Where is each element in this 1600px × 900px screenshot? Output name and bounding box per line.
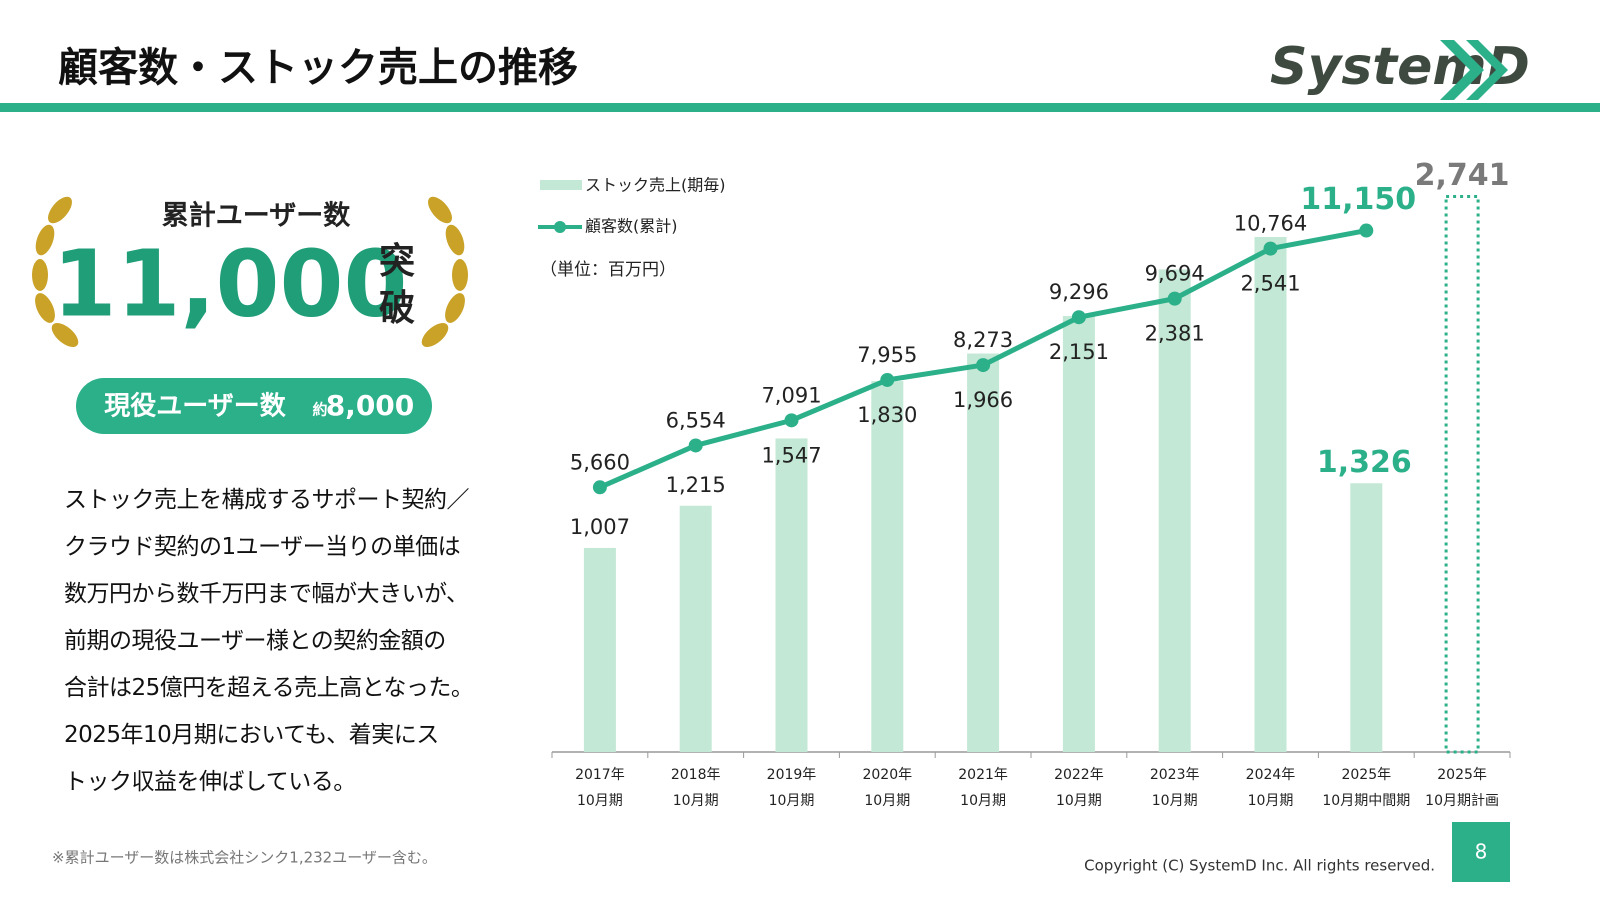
legend-swatch	[554, 221, 566, 233]
body-text: クラウド契約の1ユーザー当りの単価は	[64, 534, 461, 560]
x-tick-label: 2025年 10月期計画	[1425, 767, 1499, 809]
bar	[871, 381, 904, 752]
active-prefix: 約	[312, 401, 327, 419]
line-point	[1167, 291, 1182, 306]
line-label: 8,273	[953, 328, 1013, 352]
laurel	[32, 196, 468, 347]
bar-label: 1,215	[666, 473, 726, 497]
bar	[775, 438, 808, 752]
bar	[1062, 316, 1095, 752]
line-point	[1263, 241, 1278, 256]
bar	[679, 505, 712, 752]
active-number: 8,000	[326, 389, 415, 422]
bar	[1254, 237, 1287, 753]
body-text: トック収益を伸ばしている。	[64, 769, 356, 795]
bar-label: 2,151	[1049, 340, 1109, 364]
active-label: 現役ユーザー数	[104, 392, 286, 422]
bar	[967, 353, 1000, 752]
page-box	[1452, 822, 1510, 882]
header-rule	[0, 103, 1600, 112]
x-tick-label: 2018年 10月期	[670, 767, 721, 809]
legend-label: 顧客数(累計)	[585, 217, 678, 236]
bar-label: 1,007	[570, 515, 630, 539]
x-tick-label: 2022年 10月期	[1054, 767, 1104, 809]
unit-note: （単位：百万円）	[540, 260, 676, 280]
legend-swatch	[540, 180, 582, 190]
bar-label: 1,830	[857, 403, 917, 427]
bar-label: 1,547	[761, 443, 821, 467]
x-tick-label: 2021年 10月期	[958, 767, 1008, 809]
line-label: 11,150	[1300, 182, 1416, 217]
badge-number: 11,000	[52, 230, 407, 337]
bar	[1350, 483, 1383, 752]
logo-mark	[1440, 40, 1508, 100]
badge-suffix: 突	[379, 241, 415, 282]
body-text: ストック売上を構成するサポート契約／	[64, 487, 470, 513]
line-point	[880, 372, 895, 387]
badge-suffix: 破	[379, 288, 415, 329]
body-text: 前期の現役ユーザー様との契約金額の	[64, 628, 446, 654]
line-point	[976, 358, 991, 373]
x-tick-label: 2025年 10月期中間期	[1322, 767, 1411, 809]
body-text: 合計は25億円を超える売上高となった。	[64, 675, 474, 701]
body-text: 数万円から数千万円まで幅が大きいが、	[64, 581, 469, 607]
line-point	[592, 480, 607, 495]
bar-label: 2,541	[1240, 272, 1300, 296]
logo: SystemD	[1270, 37, 1530, 97]
x-tick-label: 2020年 10月期	[862, 767, 913, 809]
line-label: 7,091	[761, 383, 821, 407]
slide-title: 顧客数・ストック売上の推移	[58, 45, 578, 91]
badge-label: 累計ユーザー数	[162, 200, 351, 232]
bar	[583, 547, 616, 752]
copyright: Copyright (C) SystemD Inc. All rights re…	[1084, 857, 1435, 875]
line-label: 7,955	[857, 343, 917, 367]
bar-label: 2,381	[1145, 322, 1205, 346]
line-point	[1359, 223, 1374, 238]
line-point	[1071, 310, 1086, 325]
bar-label: 2,741	[1415, 158, 1510, 193]
legend-label: ストック売上(期毎)	[585, 176, 726, 195]
line-label: 5,660	[570, 450, 630, 474]
line-point	[688, 438, 703, 453]
bar-plan	[1444, 194, 1480, 754]
bar-label: 1,966	[953, 388, 1013, 412]
bar	[1158, 269, 1191, 752]
line-label: 10,764	[1234, 212, 1307, 236]
line-label: 6,554	[666, 408, 726, 432]
page-number: 8	[1475, 840, 1488, 864]
line-label: 9,694	[1145, 262, 1205, 286]
line-label: 9,296	[1049, 280, 1109, 304]
active-pill	[76, 378, 432, 434]
body-text: 2025年10月期においても、着実にス	[64, 722, 439, 748]
bar-label: 1,326	[1317, 445, 1412, 480]
x-tick-label: 2019年 10月期	[766, 767, 817, 809]
line-point	[784, 413, 799, 428]
x-tick-label: 2024年 10月期	[1245, 767, 1296, 809]
x-tick-label: 2017年 10月期	[575, 767, 625, 809]
x-tick-label: 2023年 10月期	[1149, 767, 1200, 809]
footnote: ※累計ユーザー数は株式会社シンク1,232ユーザー含む。	[52, 849, 437, 867]
